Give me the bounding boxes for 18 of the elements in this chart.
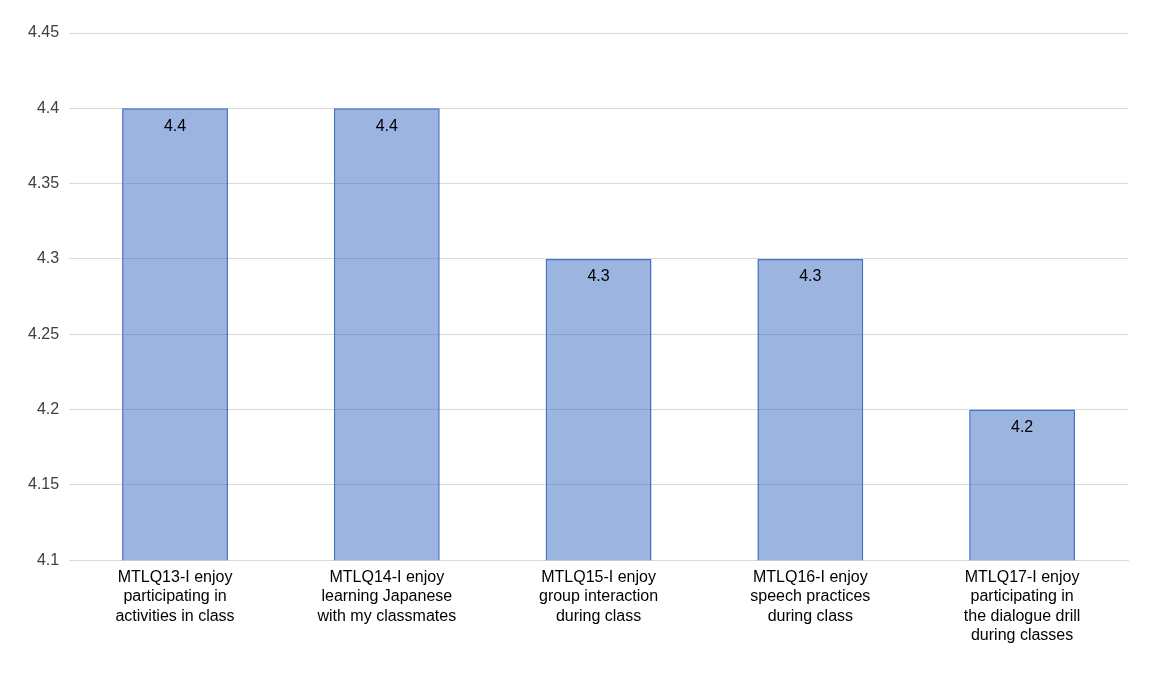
y-tick-label: 4.2 [36,399,60,417]
data-label: 4.4 [163,116,187,134]
data-label: 4.2 [1010,417,1034,435]
y-tick-label: 4.45 [28,23,60,41]
data-label: 4.3 [799,267,822,285]
x-tick-label: MTLQ14-I enjoy learning Japanese with my classmates [316,568,457,624]
y-tick-label: 4.4 [36,98,60,116]
y-tick-label: 4.15 [28,475,60,493]
x-tick-label: MTLQ15-I enjoy group interaction during class [538,568,659,624]
x-tick-label: MTLQ17-I enjoy participating in the dialogue drill during classes [963,568,1081,643]
x-tick-label: MTLQ16-I enjoy speech practices during class [750,568,871,624]
y-tick-label: 4.1 [36,550,60,568]
y-tick-label: 4.25 [28,324,60,342]
data-label: 4.3 [587,267,610,285]
y-tick-label: 4.35 [28,174,60,192]
x-tick-label: MTLQ13-I enjoy participating in activities in class [115,568,235,624]
y-tick-label: 4.3 [36,249,60,267]
data-label: 4.4 [375,116,399,134]
